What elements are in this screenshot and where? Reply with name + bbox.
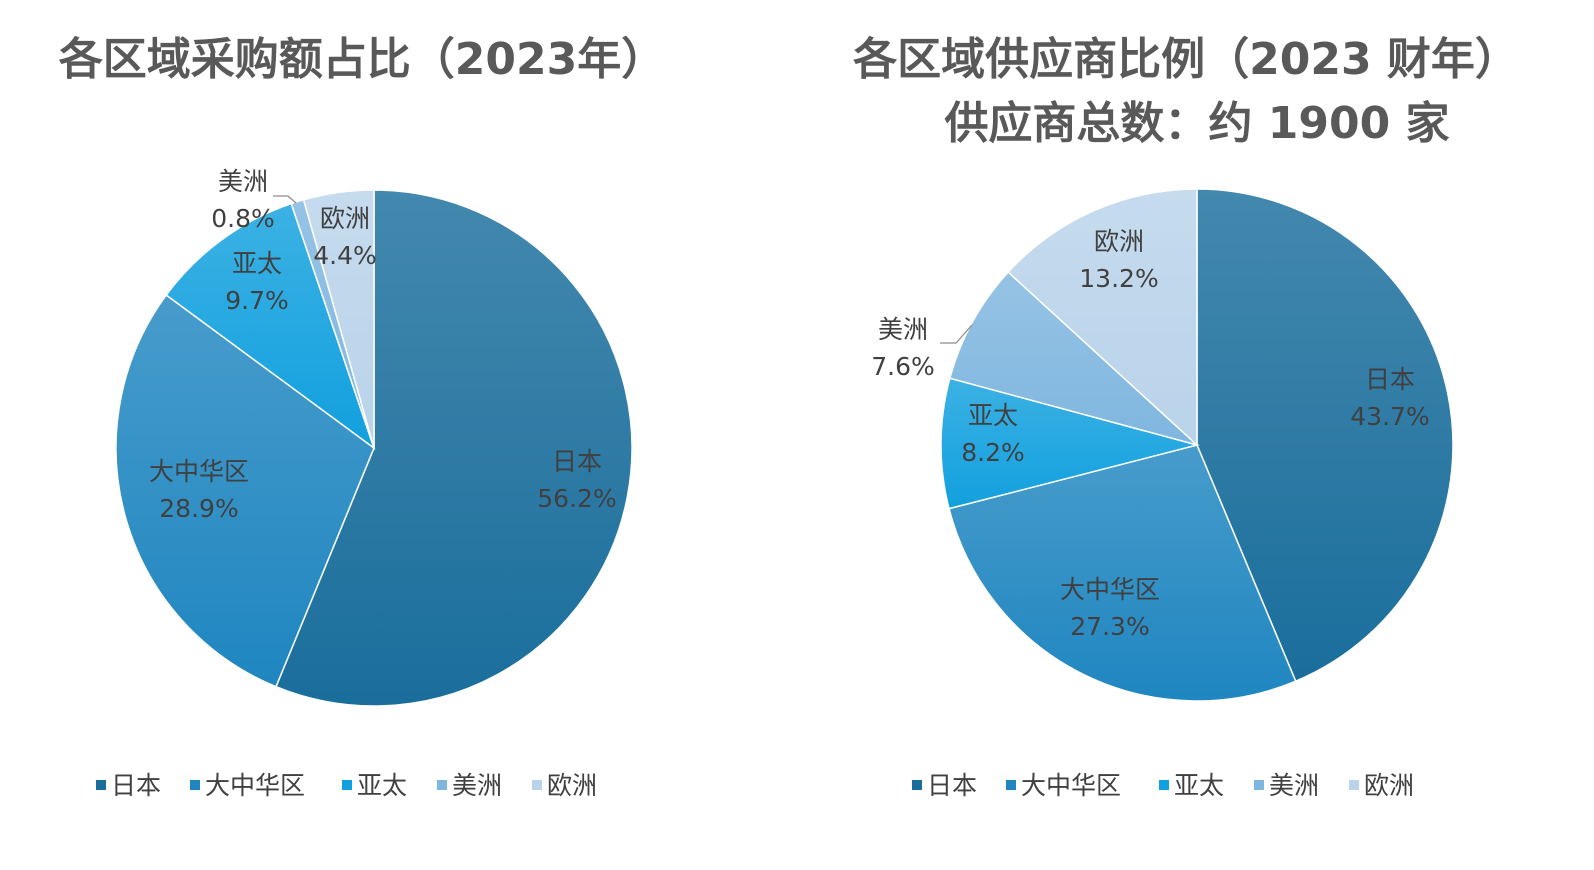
pie-slice-5 bbox=[1007, 188, 1198, 447]
legend-entry-label: 日本 bbox=[927, 771, 977, 800]
pie-slice-4 bbox=[948, 271, 1198, 446]
slice-name-label: 美洲 bbox=[218, 167, 268, 196]
chart-2-data-labels: 日本 43.7% 大中华区 27.3% 亚太 8.2% 美洲 7.6% 欧洲 13.2% bbox=[871, 227, 1429, 641]
slice-value-label: 9.7% bbox=[225, 286, 289, 315]
legend-swatch bbox=[1254, 780, 1264, 790]
slice-name-label: 日本 bbox=[552, 447, 602, 476]
legend-entry-label: 亚太 bbox=[1174, 771, 1224, 800]
slice-value-label: 56.2% bbox=[537, 484, 616, 513]
chart-1-pie bbox=[115, 189, 633, 707]
slice-name-label: 日本 bbox=[1365, 365, 1415, 394]
legend-swatch bbox=[190, 780, 200, 790]
slice-name-label: 欧洲 bbox=[1094, 227, 1144, 256]
legend-swatch bbox=[1349, 780, 1359, 790]
slice-value-label: 4.4% bbox=[313, 241, 377, 270]
slice-value-label: 27.3% bbox=[1070, 612, 1149, 641]
slice-name-label: 大中华区 bbox=[149, 457, 249, 486]
pie-slice-1 bbox=[275, 189, 633, 707]
legend-swatch bbox=[342, 780, 352, 790]
legend-swatch bbox=[912, 780, 922, 790]
legend-swatch bbox=[96, 780, 106, 790]
slice-name-label: 美洲 bbox=[878, 315, 928, 344]
chart-2: 各区域供应商比例（2023 财年） 供应商总数：约 1900 家 日本 43.7%… bbox=[853, 34, 1519, 800]
chart-2-title: 各区域供应商比例（2023 财年） bbox=[853, 34, 1519, 85]
legend-swatch bbox=[1159, 780, 1169, 790]
pie-slice-3 bbox=[940, 377, 1200, 510]
legend-swatch bbox=[437, 780, 447, 790]
legend-swatch bbox=[1006, 780, 1016, 790]
pie-slice-3 bbox=[165, 202, 376, 451]
chart-1-title: 各区域采购额占比（2023年） bbox=[59, 34, 665, 85]
slice-name-label: 欧洲 bbox=[320, 204, 370, 233]
label-leader-line bbox=[273, 195, 297, 204]
chart-1-data-labels: 日本 56.2% 大中华区 28.9% 亚太 9.7% 美洲 0.8% 欧洲 4.4% bbox=[149, 167, 617, 523]
chart-1: 各区域采购额占比（2023年） 日本 56.2% 大中华区 28.9% 亚太 9.7% 美洲… bbox=[59, 34, 665, 800]
legend-entry-label: 美洲 bbox=[452, 771, 502, 800]
chart-1-legend: 日本 大中华区 亚太 美洲 欧洲 bbox=[96, 771, 597, 800]
slice-value-label: 13.2% bbox=[1079, 264, 1158, 293]
legend-entry-label: 亚太 bbox=[357, 771, 407, 800]
label-leader-line bbox=[940, 324, 973, 344]
legend-entry-label: 大中华区 bbox=[205, 771, 305, 800]
pie-slice-5 bbox=[302, 189, 375, 449]
slice-value-label: 0.8% bbox=[211, 204, 275, 233]
legend-entry-label: 美洲 bbox=[1269, 771, 1319, 800]
slice-name-label: 亚太 bbox=[968, 401, 1018, 430]
pie-slice-2 bbox=[948, 444, 1297, 702]
slice-name-label: 大中华区 bbox=[1060, 575, 1160, 604]
slice-value-label: 8.2% bbox=[961, 438, 1025, 467]
legend-entry-label: 日本 bbox=[111, 771, 161, 800]
legend-entry-label: 欧洲 bbox=[547, 771, 597, 800]
legend-swatch bbox=[532, 780, 542, 790]
pie-slice-1 bbox=[1196, 188, 1454, 683]
chart-2-pie bbox=[940, 188, 1454, 702]
chart-2-subtitle: 供应商总数：约 1900 家 bbox=[944, 98, 1449, 149]
legend-entry-label: 欧洲 bbox=[1364, 771, 1414, 800]
slice-name-label: 亚太 bbox=[232, 249, 282, 278]
pie-slice-2 bbox=[115, 293, 375, 688]
legend-entry-label: 大中华区 bbox=[1021, 771, 1121, 800]
slice-value-label: 43.7% bbox=[1350, 402, 1429, 431]
chart-2-legend: 日本 大中华区 亚太 美洲 欧洲 bbox=[912, 771, 1414, 800]
slice-value-label: 7.6% bbox=[871, 352, 935, 381]
slice-value-label: 28.9% bbox=[159, 494, 238, 523]
